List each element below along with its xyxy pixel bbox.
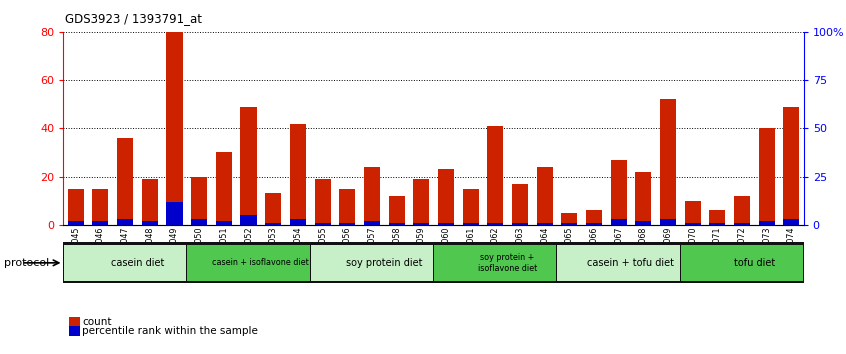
Bar	[438, 223, 454, 225]
Bar	[561, 223, 577, 225]
Bar	[191, 219, 207, 225]
Bar	[240, 215, 256, 225]
Bar	[586, 223, 602, 225]
Bar	[339, 223, 355, 225]
Bar	[558, 245, 680, 281]
Bar	[117, 219, 133, 225]
Text: percentile rank within the sample: percentile rank within the sample	[82, 326, 258, 336]
Bar	[68, 189, 84, 225]
Bar	[216, 153, 232, 225]
Bar	[388, 196, 404, 225]
Bar	[92, 189, 108, 225]
Bar	[64, 245, 186, 281]
Bar	[684, 223, 700, 225]
Bar	[92, 221, 108, 225]
Bar	[463, 223, 479, 225]
Text: casein + isoflavone diet: casein + isoflavone diet	[212, 258, 310, 267]
Bar	[167, 32, 183, 225]
Bar	[191, 177, 207, 225]
Bar	[167, 202, 183, 225]
Bar	[536, 223, 552, 225]
Bar	[759, 221, 775, 225]
Bar	[290, 219, 306, 225]
Bar	[310, 245, 433, 281]
Bar	[413, 223, 429, 225]
Bar	[265, 193, 281, 225]
Bar	[512, 184, 528, 225]
Bar	[290, 124, 306, 225]
Bar	[759, 128, 775, 225]
Bar	[142, 179, 158, 225]
Bar	[681, 245, 803, 281]
Bar	[684, 201, 700, 225]
Bar	[512, 223, 528, 225]
Bar	[364, 221, 380, 225]
Bar	[660, 99, 676, 225]
Bar	[586, 210, 602, 225]
Bar	[709, 223, 725, 225]
Bar	[536, 167, 552, 225]
Bar	[413, 179, 429, 225]
Bar	[734, 223, 750, 225]
Bar	[364, 167, 380, 225]
Bar	[561, 213, 577, 225]
Bar	[434, 245, 557, 281]
Bar	[734, 196, 750, 225]
Bar	[388, 223, 404, 225]
Bar	[315, 179, 331, 225]
Bar	[438, 169, 454, 225]
Bar	[783, 107, 799, 225]
Bar	[611, 219, 627, 225]
Bar	[68, 221, 84, 225]
Text: soy protein +
isoflavone diet: soy protein + isoflavone diet	[478, 253, 537, 273]
Text: count: count	[82, 317, 112, 327]
Bar	[660, 219, 676, 225]
Bar	[635, 172, 651, 225]
Bar	[117, 138, 133, 225]
Text: GDS3923 / 1393791_at: GDS3923 / 1393791_at	[65, 12, 202, 25]
Bar	[216, 221, 232, 225]
Bar	[142, 221, 158, 225]
Bar	[265, 223, 281, 225]
Bar	[783, 219, 799, 225]
Bar	[635, 221, 651, 225]
Text: protocol: protocol	[4, 258, 49, 268]
Bar	[240, 107, 256, 225]
Text: casein diet: casein diet	[111, 258, 164, 268]
Text: tofu diet: tofu diet	[733, 258, 775, 268]
Bar	[709, 210, 725, 225]
Bar	[187, 245, 310, 281]
Bar	[487, 126, 503, 225]
Bar	[463, 189, 479, 225]
Text: soy protein diet: soy protein diet	[346, 258, 422, 268]
Text: casein + tofu diet: casein + tofu diet	[587, 258, 674, 268]
Bar	[339, 189, 355, 225]
Bar	[315, 223, 331, 225]
Bar	[487, 223, 503, 225]
Bar	[611, 160, 627, 225]
